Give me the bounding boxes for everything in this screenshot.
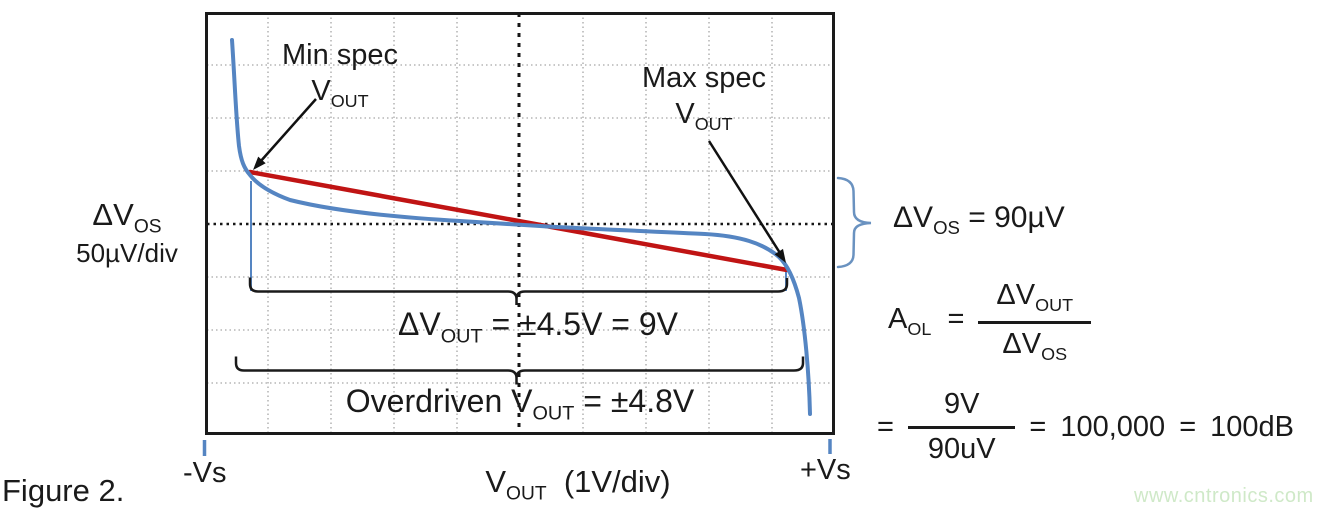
open-loop-curve xyxy=(230,38,812,416)
x-axis-label: VOUT (1V/div) xyxy=(485,464,671,505)
max-spec-arrow xyxy=(707,140,786,263)
min-spec-line1: Min spec xyxy=(281,39,399,71)
result-denominator: 90uV xyxy=(927,433,996,465)
watermark-text: www.cntronics.com xyxy=(1134,485,1314,507)
delta-vout-label: ΔVOUT = ±4.5V = 9V xyxy=(397,306,679,348)
result-equals-1: = xyxy=(877,410,894,443)
spec-endpoints-red-line xyxy=(247,169,790,273)
result-equals-2: = xyxy=(1029,410,1047,443)
delta-vos-value: ΔVOS = 90µV xyxy=(893,201,1065,239)
figure-caption: Figure 2. xyxy=(2,473,125,508)
x-axis-max-label: +Vs xyxy=(800,454,851,486)
min-spec-line2: VOUT xyxy=(311,75,369,112)
result-db-value: 100dB xyxy=(1210,410,1294,443)
plot-border xyxy=(205,12,835,435)
aol-denominator: ΔVOS xyxy=(1002,327,1068,364)
result-fraction: 9V 90uV xyxy=(907,388,1016,466)
aol-equation: AOL = ΔVOUT ΔVOS xyxy=(888,279,1092,365)
aol-equation-fraction: ΔVOUT ΔVOS xyxy=(978,279,1092,365)
max-spec-line2: VOUT xyxy=(675,98,733,135)
result-equals-3: = xyxy=(1179,410,1197,443)
overdriven-bracket xyxy=(234,356,805,385)
x-axis-min-label: -Vs xyxy=(183,457,227,489)
result-numerator: 9V xyxy=(907,388,1016,429)
aol-numerator: ΔVOUT xyxy=(978,279,1092,324)
y-axis-scale: 50µV/div xyxy=(76,238,178,269)
result-linear-value: 100,000 xyxy=(1060,410,1166,443)
overdriven-vout-label: Overdriven VOUT = ±4.8V xyxy=(345,383,695,425)
max-spec-annotation: Max spec VOUT xyxy=(629,60,779,136)
max-spec-line1: Max spec xyxy=(641,62,767,94)
grid-lines xyxy=(207,13,833,434)
delta-vos-brace xyxy=(836,176,872,269)
min-spec-annotation: Min spec VOUT xyxy=(265,37,415,113)
min-spec-arrow xyxy=(253,98,317,170)
delta-vout-bracket xyxy=(248,277,789,305)
aol-equation-lhs: AOL = xyxy=(888,303,965,340)
y-axis-label-symbol: ΔVOS xyxy=(92,197,162,238)
y-axis-label: ΔVOS 50µV/div xyxy=(52,197,202,269)
aol-result-equation: = 9V 90uV = 100,000 = 100dB xyxy=(877,388,1294,466)
